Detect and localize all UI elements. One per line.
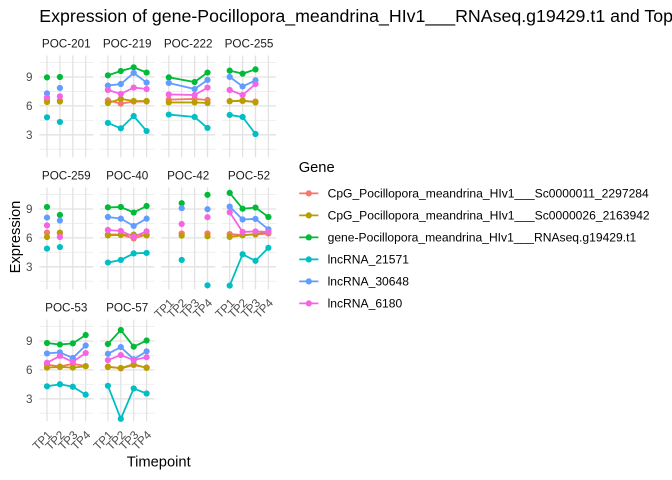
svg-text:lncRNA_30648: lncRNA_30648 [328, 275, 410, 289]
svg-text:9: 9 [26, 335, 33, 348]
svg-text:POC-259: POC-259 [42, 170, 91, 183]
svg-text:POC-219: POC-219 [103, 38, 152, 51]
svg-text:POC-255: POC-255 [225, 38, 274, 51]
svg-text:6: 6 [26, 364, 33, 377]
svg-text:POC-40: POC-40 [106, 170, 149, 183]
svg-text:POC-201: POC-201 [42, 38, 91, 51]
svg-text:lncRNA_21571: lncRNA_21571 [328, 253, 410, 267]
svg-text:CpG_Pocillopora_meandrina_HIv1: CpG_Pocillopora_meandrina_HIv1___Sc00000… [328, 187, 649, 201]
svg-text:Gene: Gene [299, 160, 335, 176]
svg-text:Expression of gene-Pocillopora: Expression of gene-Pocillopora_meandrina… [39, 6, 672, 27]
svg-text:3: 3 [26, 393, 33, 406]
svg-text:POC-222: POC-222 [164, 38, 213, 51]
svg-text:POC-52: POC-52 [228, 170, 270, 183]
svg-text:POC-53: POC-53 [45, 302, 87, 315]
svg-text:9: 9 [26, 203, 33, 216]
svg-text:POC-42: POC-42 [167, 170, 209, 183]
svg-text:3: 3 [26, 261, 33, 274]
svg-text:Timepoint: Timepoint [127, 454, 191, 470]
svg-text:CpG_Pocillopora_meandrina_HIv1: CpG_Pocillopora_meandrina_HIv1___Sc00000… [328, 209, 650, 223]
svg-text:3: 3 [26, 129, 33, 142]
svg-text:lncRNA_6180: lncRNA_6180 [328, 297, 403, 311]
svg-text:gene-Pocillopora_meandrina_HIv: gene-Pocillopora_meandrina_HIv1___RNAseq… [328, 231, 637, 245]
svg-text:6: 6 [26, 100, 33, 113]
svg-text:POC-57: POC-57 [106, 302, 148, 315]
svg-text:9: 9 [26, 71, 33, 84]
svg-text:6: 6 [26, 232, 33, 245]
svg-text:Expression: Expression [8, 201, 24, 274]
